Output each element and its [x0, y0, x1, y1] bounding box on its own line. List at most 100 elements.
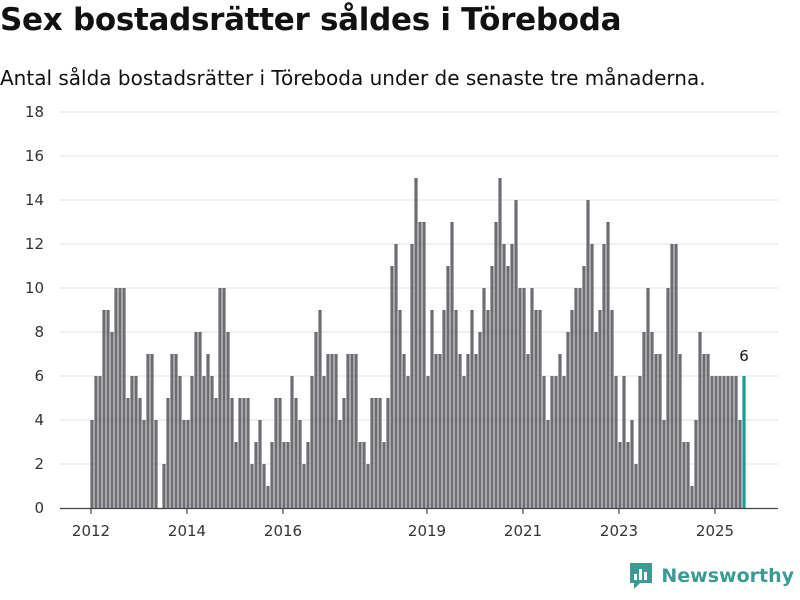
y-tick-label: 2	[34, 455, 44, 473]
bar	[582, 266, 586, 508]
bar	[706, 354, 710, 508]
bar	[558, 354, 562, 508]
bar	[102, 310, 106, 508]
bar-chart-svg: 0 2 4 6 8 10 12 14 16 18 6 2012 2014 2016 2019 2021 2023…	[25, 103, 778, 540]
bar	[534, 310, 538, 508]
bar	[202, 376, 206, 508]
bar	[602, 244, 606, 508]
bar	[122, 288, 126, 508]
bar	[642, 332, 646, 508]
bar	[590, 244, 594, 508]
chart-subtitle: Antal sålda bostadsrätter i Töreboda und…	[0, 66, 706, 90]
bar	[386, 398, 390, 508]
bar	[94, 376, 98, 508]
bar	[266, 486, 270, 508]
bar	[518, 288, 522, 508]
bar	[502, 244, 506, 508]
bar	[238, 398, 242, 508]
bar	[586, 200, 590, 508]
bar	[598, 310, 602, 508]
bar	[138, 398, 142, 508]
bar	[206, 354, 210, 508]
bar	[566, 332, 570, 508]
bar	[702, 354, 706, 508]
bar	[606, 222, 610, 508]
bar	[90, 420, 94, 508]
bar	[654, 354, 658, 508]
bar	[322, 376, 326, 508]
x-tick-label: 2016	[264, 522, 302, 540]
bar	[274, 398, 278, 508]
bar	[214, 398, 218, 508]
bar	[474, 354, 478, 508]
bar	[170, 354, 174, 508]
bar	[262, 464, 266, 508]
bar	[434, 354, 438, 508]
bar	[258, 420, 262, 508]
bar	[714, 376, 718, 508]
bar	[646, 288, 650, 508]
bar	[698, 332, 702, 508]
bar	[378, 398, 382, 508]
bar	[690, 486, 694, 508]
bar	[622, 376, 626, 508]
bar	[286, 442, 290, 508]
newsworthy-logo: Newsworthy	[628, 560, 794, 592]
bar	[710, 376, 714, 508]
bar	[538, 310, 542, 508]
bar	[330, 354, 334, 508]
bar	[618, 442, 622, 508]
bar	[430, 310, 434, 508]
bar	[318, 310, 322, 508]
x-tick-label: 2019	[408, 522, 446, 540]
chart-title: Sex bostadsrätter såldes i Töreboda	[0, 2, 622, 38]
x-tick-label: 2012	[72, 522, 110, 540]
x-tick-label: 2014	[168, 522, 206, 540]
bar	[542, 376, 546, 508]
bar	[106, 310, 110, 508]
bar	[414, 178, 418, 508]
bar	[578, 288, 582, 508]
bar	[362, 442, 366, 508]
bar	[198, 332, 202, 508]
bar	[306, 442, 310, 508]
bar	[126, 398, 130, 508]
bar	[546, 420, 550, 508]
bar	[494, 222, 498, 508]
bar	[130, 376, 134, 508]
bar	[410, 244, 414, 508]
bar	[686, 442, 690, 508]
bar	[450, 222, 454, 508]
bar	[342, 398, 346, 508]
bar	[522, 288, 526, 508]
x-tick-label: 2025	[696, 522, 734, 540]
bar	[146, 354, 150, 508]
bar	[218, 288, 222, 508]
bar	[678, 354, 682, 508]
bar	[662, 420, 666, 508]
bar	[314, 332, 318, 508]
bar	[442, 310, 446, 508]
y-tick-label: 8	[34, 323, 44, 341]
bar	[242, 398, 246, 508]
bar	[350, 354, 354, 508]
bar	[230, 398, 234, 508]
bar	[446, 266, 450, 508]
bar	[294, 398, 298, 508]
bar	[310, 376, 314, 508]
y-tick-label: 18	[25, 103, 44, 121]
y-tick-label: 4	[34, 411, 44, 429]
bar	[454, 310, 458, 508]
bar-highlight	[742, 376, 746, 508]
bar	[374, 398, 378, 508]
bar	[334, 354, 338, 508]
bar	[162, 464, 166, 508]
bar	[118, 288, 122, 508]
bar	[194, 332, 198, 508]
bar	[722, 376, 726, 508]
bar	[570, 310, 574, 508]
bar	[398, 310, 402, 508]
x-tick-label: 2021	[504, 522, 542, 540]
bar	[302, 464, 306, 508]
bar	[630, 420, 634, 508]
